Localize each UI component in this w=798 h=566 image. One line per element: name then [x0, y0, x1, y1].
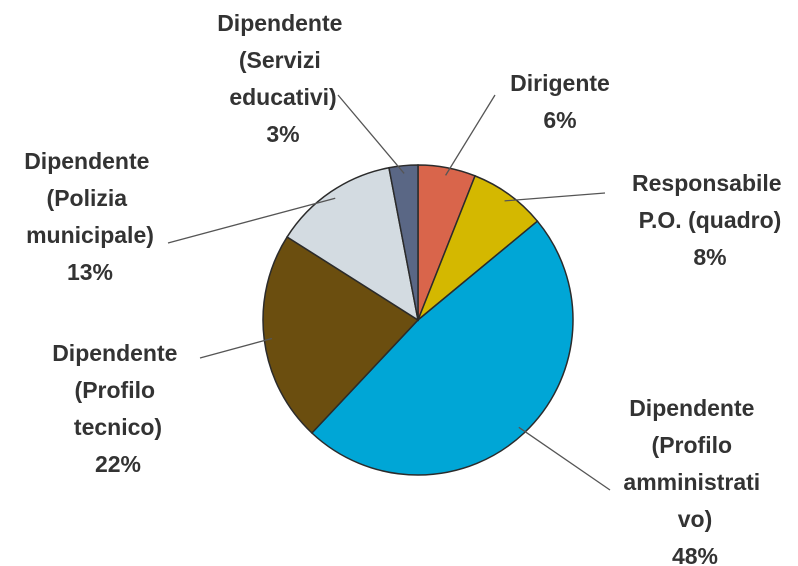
- value-label: 8%: [693, 244, 726, 270]
- value-label: 6%: [543, 107, 576, 133]
- pie-slice: [310, 220, 574, 476]
- label-line: (Profilo: [75, 377, 162, 403]
- label-line: Dipendente: [217, 10, 349, 36]
- slice-label: Dirigente: [510, 70, 610, 96]
- leader-line: [518, 426, 611, 491]
- leader-line: [445, 94, 496, 176]
- label-line: P.O. (quadro): [639, 207, 782, 233]
- label-line: Dirigente: [510, 70, 610, 96]
- leader-line: [199, 337, 273, 359]
- leader-line: [337, 94, 405, 174]
- label-line: Dipendente: [24, 148, 156, 174]
- leader-line: [167, 197, 336, 244]
- label-line: amministrati: [623, 469, 766, 495]
- value-label: 48%: [672, 543, 718, 566]
- label-line: Responsabile: [632, 170, 788, 196]
- pie-slice: [262, 235, 420, 435]
- label-line: Dipendente: [52, 340, 184, 366]
- label-line: (Servizi: [239, 47, 327, 73]
- label-line: vo): [678, 506, 713, 532]
- slice-label: Dipendente (Servizi educativi): [217, 10, 349, 110]
- slice-label: Dipendente (Profilo tecnico): [52, 340, 184, 440]
- pie-slice: [388, 164, 419, 321]
- label-line: Dipendente: [629, 395, 761, 421]
- slice-label: Responsabile P.O. (quadro): [632, 170, 788, 233]
- label-line: municipale): [26, 222, 154, 248]
- leader-line: [504, 192, 606, 202]
- value-label: 22%: [95, 451, 141, 477]
- label-line: educativi): [229, 84, 336, 110]
- pie-slice: [286, 166, 420, 322]
- label-line: (Polizia: [47, 185, 134, 211]
- slice-label: Dipendente (Polizia municipale): [24, 148, 156, 248]
- label-line: (Profilo: [652, 432, 739, 458]
- slice-label: Dipendente (Profilo amministrati vo): [623, 395, 766, 532]
- value-label: 13%: [67, 259, 113, 285]
- value-label: 3%: [266, 121, 299, 147]
- label-line: tecnico): [74, 414, 162, 440]
